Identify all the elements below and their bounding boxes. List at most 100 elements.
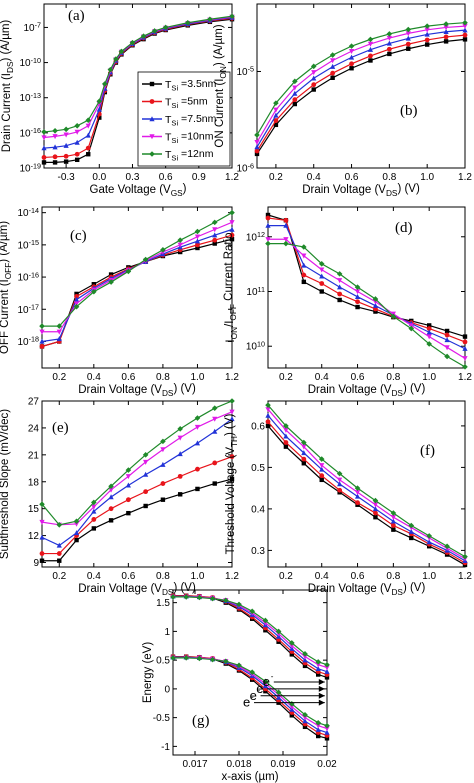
panel-label: (g) [192,713,210,729]
data-point [118,48,125,55]
data-point [289,713,294,718]
data-point [229,409,235,415]
series-line [41,400,233,526]
panel-a: -0.3 0.0 0.3 0.6 0.9 1.2 10-19​ 10-16​ 10-13​ 10-… [0,3,239,198]
y-axis-label: Threshold Voltage (VTH​) (V) [224,413,239,554]
data-point [56,329,62,335]
y-tick-label: 1012​ [246,230,265,243]
data-point [160,461,166,467]
data-point [39,534,45,540]
data-point [301,461,307,466]
y-tick-label: 1 [164,627,170,638]
data-point [311,87,316,92]
data-point [63,142,69,148]
series-line [256,34,466,152]
y-tick-label: 0.4 [251,504,265,515]
y-tick-label: 0.5 [156,656,170,667]
data-point [426,539,432,545]
data-point [143,459,149,465]
series-b-2 [254,32,468,154]
y-tick-label: 12 [28,531,40,542]
data-point [194,238,201,244]
data-point [386,46,392,52]
data-point [354,294,361,300]
data-point [73,303,80,310]
y-axis-label: ION​/IOFF​ Current Ratio [223,232,239,342]
data-point [108,483,114,490]
x-tick-label: 0.6 [351,571,365,582]
panel-c: 0.2 0.4 0.6 0.8 1.0 1.2 10-18​ 10-17​ 10-16​ 10-1… [0,206,239,398]
x-tick-label: 1.0 [191,372,205,383]
data-point [56,336,62,342]
data-point [302,724,308,730]
y-tick-label: 0.6 [251,421,265,432]
data-point [254,148,260,154]
x-tick-label: 0.8 [386,571,400,582]
x-tick-label: 0.2 [52,372,66,383]
x-tick-label: 0.4 [307,172,321,183]
series-line [41,418,233,547]
data-point [372,502,379,508]
data-point [41,155,47,160]
data-point [354,284,361,290]
data-point [408,325,415,332]
electron-charge: - [264,679,267,688]
data-point [462,32,468,38]
data-point [91,499,97,506]
data-point [391,527,396,532]
y-tick-label: 21 [28,450,40,461]
x-tick-label: 0.8 [386,372,400,383]
arrow-head-icon [318,699,325,706]
data-point [194,440,201,446]
data-point [177,435,183,441]
data-point [301,279,307,285]
series-d-2 [265,215,468,345]
data-point [444,345,450,351]
series-line [268,225,466,350]
data-point [212,428,218,434]
data-point [289,640,295,646]
data-point [52,154,58,160]
data-point [194,228,201,235]
data-point [160,247,166,253]
y-tick-label: 10-7​ [23,21,41,34]
data-point [367,41,374,47]
data-point [292,78,298,85]
data-point [462,364,468,370]
y-tick-label: 10-16​ [19,126,41,139]
series-b-5 [254,19,468,138]
data-point [424,42,430,47]
data-point [462,345,468,351]
y-tick-label: 0 [164,684,170,695]
data-point [319,273,325,279]
data-point [194,424,201,430]
plot-frame-d [267,206,466,369]
data-point [74,537,79,543]
data-point [367,46,374,52]
data-point [319,477,324,483]
data-point [125,482,131,488]
data-point [283,217,289,223]
data-point [262,678,269,685]
series-line [267,425,466,566]
data-point [443,34,449,40]
data-point [368,58,373,63]
data-point [302,663,308,669]
data-point [324,665,330,671]
data-point [91,508,97,514]
y-axis-label: Drain Current (IDS​) (A/µm) [0,20,15,153]
series-g-3 [170,593,330,674]
series-b-4 [254,23,468,146]
data-point [315,659,321,665]
data-point [63,132,69,138]
data-point [426,533,432,539]
data-point [265,215,271,221]
data-point [143,471,149,477]
panel-g: 0.017 0.018 0.019 0.02 -1 -0.5 0 0.5 1 1.5 x-axis … [142,589,337,783]
data-point [409,535,414,541]
x-tick-label: 1.0 [422,372,436,383]
data-point [56,323,63,329]
series-e-1 [39,476,235,563]
data-point [52,127,58,134]
